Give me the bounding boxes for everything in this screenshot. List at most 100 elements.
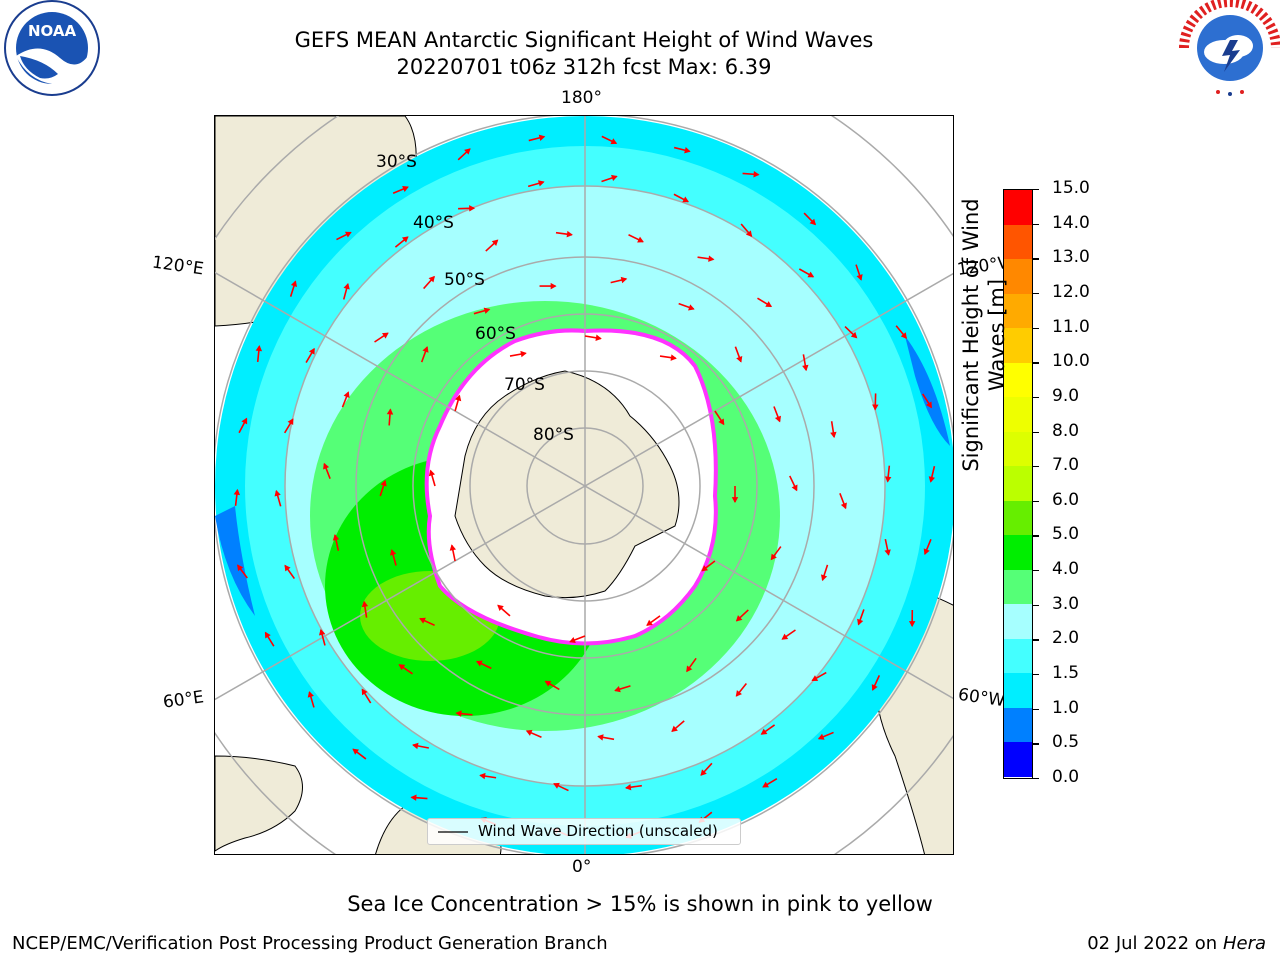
colorbar-tick-mark: [1033, 466, 1039, 468]
wind-wave-arrows: [233, 134, 936, 839]
wave-arrow-head: [307, 691, 314, 698]
graticule: [215, 116, 953, 854]
footer-credit: NCEP/EMC/Verification Post Processing Pr…: [12, 933, 608, 954]
colorbar-tick-mark: [1033, 535, 1039, 537]
wave-arrow-head: [237, 564, 244, 572]
wave-arrow-head: [318, 628, 326, 636]
wave-arrow-head: [410, 794, 417, 801]
colorbar-segment: [1004, 569, 1032, 605]
wave-arrow-head: [361, 600, 369, 608]
colorbar-tick-label: 10.0: [1052, 351, 1090, 372]
wave-arrow-head: [525, 729, 533, 736]
wave-arrow-head: [233, 488, 241, 496]
wave-arrow-head: [926, 401, 932, 409]
colorbar-tick-mark: [1033, 500, 1039, 503]
wave-arrow-head: [343, 282, 350, 290]
colorbar-segment: [1004, 431, 1032, 467]
wave-arrow-head: [701, 565, 709, 572]
wave-arrow-head: [850, 331, 858, 339]
wave-arrow-head: [611, 174, 618, 182]
lon-label-180: 180°: [561, 88, 602, 108]
colorbar-tick-label: 9.0: [1052, 385, 1080, 406]
colorbar-tick-label: 0.0: [1052, 767, 1080, 787]
wave-arrow-head: [682, 196, 690, 203]
colorbar-tick-label: 0.5: [1052, 732, 1080, 753]
wave-arrow-head: [361, 688, 368, 696]
lat-label-30s: 30°S: [376, 152, 417, 172]
wave-arrow-head: [344, 231, 352, 238]
wave-arrow-head: [670, 354, 677, 361]
wave-arrow-head: [736, 355, 743, 363]
wave-arrow-head: [900, 332, 907, 339]
wave-arrow-head: [857, 618, 864, 626]
colorbar-label-line2: Waves [m]: [985, 278, 1009, 392]
wave-arrow-head: [332, 534, 340, 541]
wave-arrow-head: [380, 479, 387, 487]
wave-arrow-head: [284, 564, 291, 572]
wave-arrow-head: [537, 180, 545, 187]
lat-label-50s: 50°S: [444, 270, 485, 290]
colorbar-tick-label: 12.0: [1052, 281, 1090, 302]
nws-logo: [1178, 0, 1280, 100]
wave-arrow-head: [781, 633, 789, 640]
wave-arrow-head: [688, 304, 695, 311]
wave-arrow-head: [820, 574, 828, 582]
colorbar-tick-mark: [1033, 327, 1039, 329]
chart-title: GEFS MEAN Antarctic Significant Height o…: [294, 28, 874, 52]
colorbar-segment: [1004, 500, 1032, 536]
wave-arrow-head: [401, 236, 409, 243]
colorbar-segment: [1004, 397, 1032, 433]
lat-label-80s: 80°S: [533, 425, 574, 445]
lon-label-60e: 60°E: [161, 687, 206, 713]
lat-label-60s: 60°S: [475, 324, 516, 344]
footer-date-text: 02 Jul 2022 on: [1087, 933, 1223, 954]
wave-arrow-head: [686, 665, 693, 673]
wave-arrow-head: [449, 544, 457, 551]
colorbar-tick-mark: [1033, 674, 1039, 676]
wave-arrow-head: [791, 484, 798, 492]
wave-arrow-head: [569, 637, 576, 644]
wave-arrow-head: [428, 275, 435, 283]
wave-arrow-head: [610, 138, 618, 145]
wave-arrow-head: [389, 549, 397, 556]
wave-arrow-head: [398, 664, 406, 671]
colorbar-label-line1: Significant Height of Wind: [959, 198, 983, 472]
wave-arrow-head: [352, 748, 360, 755]
wave-arrow-head: [428, 469, 436, 477]
lon-label-0: 0°: [572, 857, 592, 877]
noaa-logo-text: NOAA: [28, 22, 77, 40]
wave-arrow-head: [475, 660, 483, 667]
wave-arrow-head: [469, 205, 476, 212]
colorbar-tick-label: 7.0: [1052, 455, 1080, 476]
wave-arrow-head: [290, 280, 298, 288]
colorbar-segment: [1004, 328, 1032, 364]
wave-arrow-head: [637, 236, 644, 243]
colorbar-tick-mark: [1033, 639, 1039, 641]
colorbar-tick-label: 1.5: [1052, 663, 1080, 684]
wave-arrow-head: [479, 772, 486, 780]
wave-arrow-head: [830, 431, 837, 439]
wave-arrow-head: [595, 334, 602, 341]
noaa-logo: NOAA: [0, 0, 104, 100]
colorbar-tick-mark: [1033, 570, 1039, 572]
wave-arrow-head: [708, 255, 715, 262]
colorbar-segment: [1004, 742, 1032, 778]
colorbar-tick-label: 1.0: [1052, 697, 1080, 718]
wave-arrow-head: [544, 680, 552, 687]
wave-arrow-head: [274, 489, 281, 497]
wave-arrow-head: [255, 345, 263, 352]
colorbar-tick-mark: [1033, 604, 1039, 607]
wave-arrow-head: [455, 710, 462, 717]
low-waves-east: [905, 336, 950, 446]
colorbar-label: Significant Height of Wind Waves [m]: [958, 185, 1010, 485]
colorbar-tick-label: 11.0: [1052, 316, 1090, 337]
wave-arrow-head: [553, 782, 560, 789]
wave-arrow-head: [817, 733, 825, 740]
wave-arrow-head: [287, 418, 294, 426]
wave-arrow-head: [308, 347, 315, 355]
wave-arrow-head: [624, 784, 632, 791]
colorbar-segment: [1004, 190, 1032, 226]
low-waves-west: [215, 506, 255, 616]
wave-arrow-head: [614, 686, 621, 693]
wave-arrow-head: [491, 239, 499, 246]
